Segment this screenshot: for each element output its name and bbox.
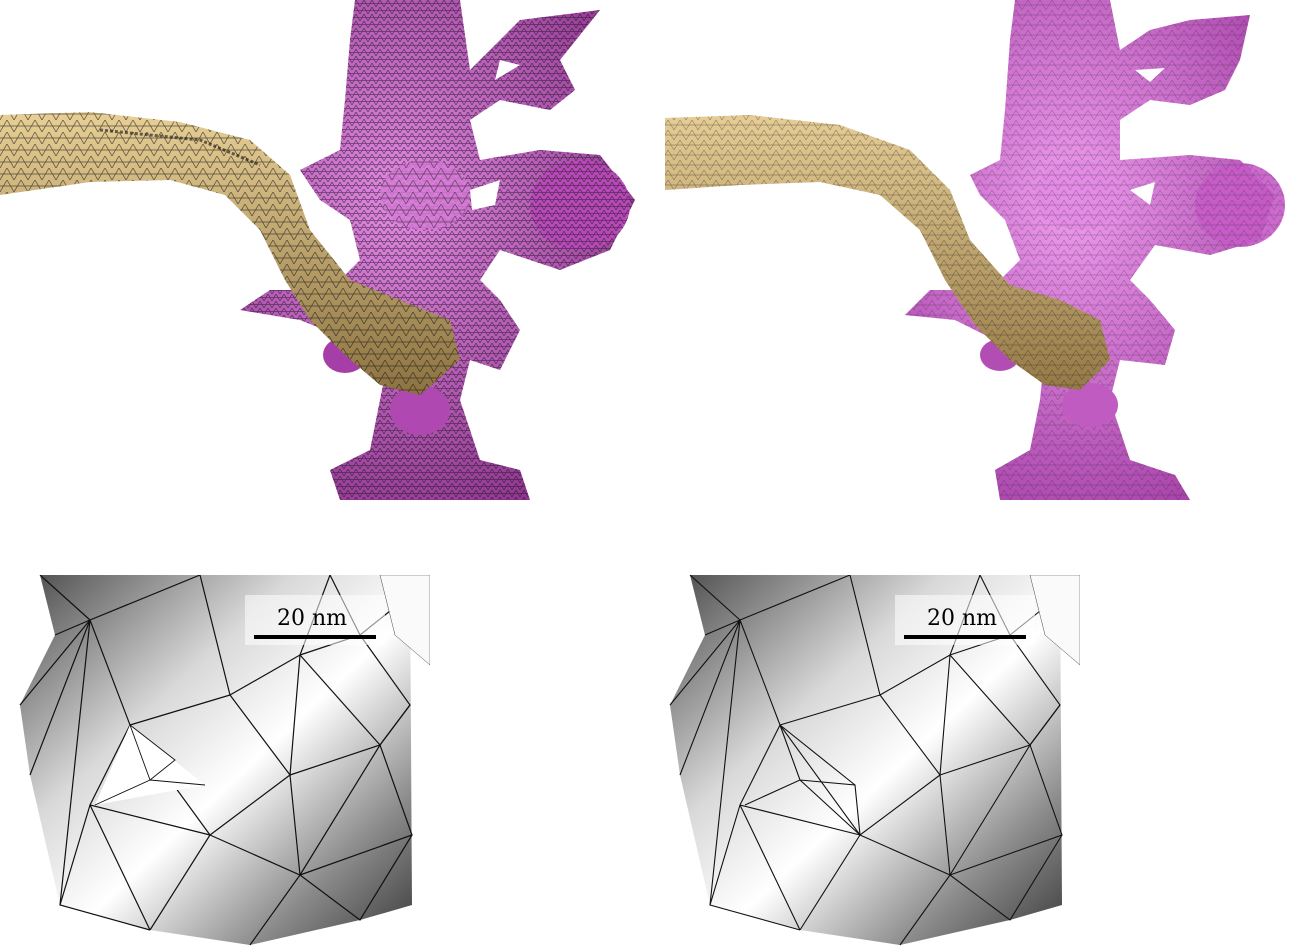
scale-bar: 20 nm [245,595,385,645]
closeup-mesh-fine-image: 20 nm [669,575,1080,946]
axon-shape [0,112,460,395]
mesh-hole [95,725,205,805]
closeup-panel-coarse: 20 nm [0,575,430,952]
dendrite-shape [240,0,635,500]
neuron-mesh-coarse-image [0,0,635,500]
scale-bar-label: 20 nm [277,606,347,631]
scale-bar: 20 nm [895,595,1035,645]
mesh-panel-coarse [0,0,650,510]
closeup-mesh-coarse-image: 20 nm [19,575,430,946]
neuron-mesh-fine-image [665,0,1285,500]
closeup-panel-fine: 20 nm [650,575,1080,952]
axon-shape [665,115,1110,390]
mesh-panel-fine [650,0,1300,510]
scale-bar-label: 20 nm [927,606,997,631]
